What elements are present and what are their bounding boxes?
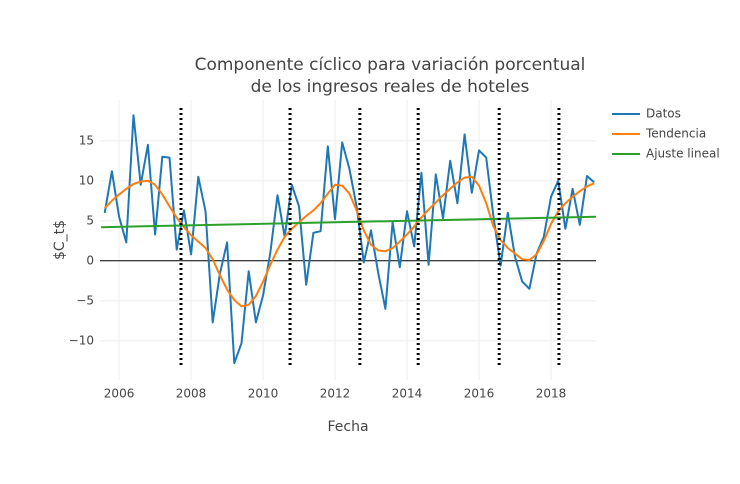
chart-title: Componente cíclico para variación porcen…: [195, 55, 586, 75]
y-tick-label: −10: [69, 333, 94, 347]
series-line: [101, 215, 597, 229]
legend-label: Datos: [646, 107, 681, 121]
x-tick-label: 2010: [248, 387, 279, 401]
series-line: [103, 114, 595, 365]
x-tick-label: 2008: [176, 387, 207, 401]
x-tick-label: 2012: [320, 387, 351, 401]
legend-label: Ajuste lineal: [646, 147, 720, 161]
x-axis-label: Fecha: [327, 419, 368, 435]
y-tick-label: −5: [76, 293, 94, 307]
chart-title: de los ingresos reales de hoteles: [251, 77, 530, 97]
y-tick-label: 5: [86, 213, 94, 227]
y-tick-label: 0: [86, 253, 94, 267]
legend-label: Tendencia: [645, 127, 706, 141]
x-tick-label: 2014: [392, 387, 423, 401]
y-tick-label: 10: [79, 173, 94, 187]
series-line: [103, 175, 595, 308]
x-tick-label: 2016: [464, 387, 495, 401]
y-tick-label: 15: [79, 133, 94, 147]
x-tick-label: 2006: [104, 387, 135, 401]
x-tick-label: 2018: [536, 387, 567, 401]
y-axis-label: $C_t$: [52, 220, 68, 260]
